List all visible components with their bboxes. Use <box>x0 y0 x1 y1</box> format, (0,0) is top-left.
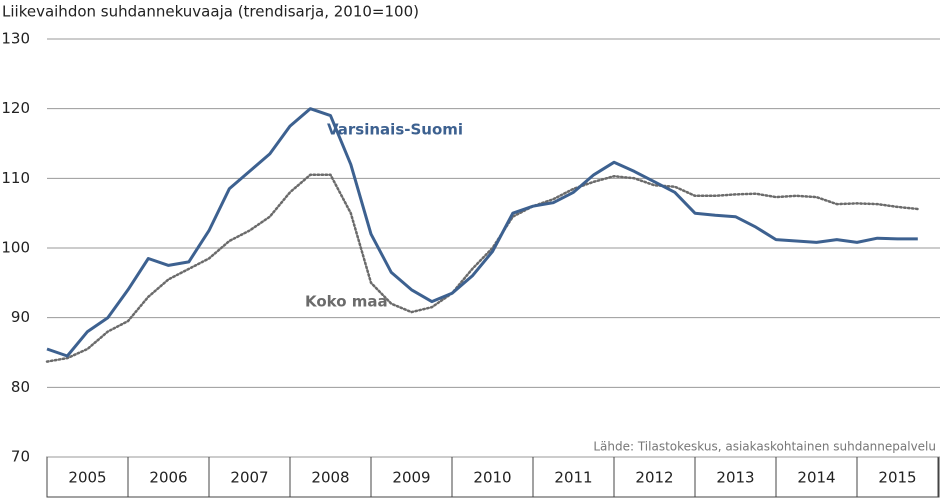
x-tick-label: 2012 <box>635 469 673 487</box>
x-tick-label: 2007 <box>230 469 268 487</box>
x-tick-label: 2005 <box>68 469 106 487</box>
x-tick-label: 2009 <box>392 469 430 487</box>
y-tick-label: 80 <box>11 378 30 396</box>
x-tick-label: 2013 <box>716 469 754 487</box>
series-line <box>46 107 918 358</box>
x-tick-label: 2008 <box>311 469 349 487</box>
y-tick-label: 110 <box>1 169 30 187</box>
y-tick-label: 120 <box>1 99 30 117</box>
x-tick-label: 2014 <box>797 469 835 487</box>
y-tick-label: 100 <box>1 239 30 257</box>
series-line <box>45 173 920 363</box>
chart-title: Liikevaihdon suhdannekuvaaja (trendisarj… <box>2 3 419 21</box>
y-tick-label: 90 <box>11 308 30 326</box>
x-tick-label: 2006 <box>149 469 187 487</box>
y-tick-label: 70 <box>11 448 30 466</box>
source: Lähde: Tilastokeskus, asiakaskohtainen s… <box>593 440 936 454</box>
x-tick-label: 2015 <box>878 469 916 487</box>
series-label: Koko maa <box>305 293 388 311</box>
y-tick-label: 130 <box>1 30 30 48</box>
x-tick-label: 2010 <box>473 469 511 487</box>
x-tick-label: 2011 <box>554 469 592 487</box>
series-label: Varsinais-Suomi <box>327 121 463 139</box>
